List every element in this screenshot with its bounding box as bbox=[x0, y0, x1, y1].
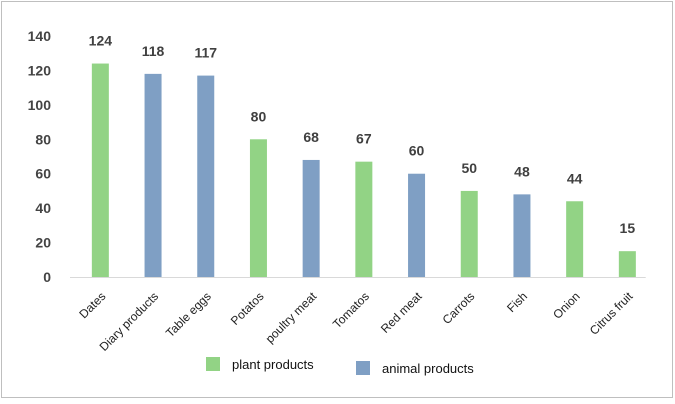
chart-frame: 0 20 40 60 80 100 120 140 124 Dates 118 Diary produ… bbox=[1, 1, 673, 398]
legend-label-animal: animal products bbox=[382, 361, 474, 376]
bar-carrots bbox=[460, 190, 478, 277]
bar-onion bbox=[566, 201, 584, 277]
bar-dates bbox=[91, 63, 109, 277]
bar-table-eggs bbox=[197, 75, 215, 277]
bar-red-meat bbox=[408, 173, 426, 277]
bar-potatos bbox=[249, 139, 267, 277]
x-tick-label: Red meat bbox=[378, 289, 425, 336]
data-label: 118 bbox=[142, 43, 165, 59]
y-tick-label: 40 bbox=[35, 200, 51, 216]
data-label: 15 bbox=[620, 220, 636, 236]
bar-poultry-meat bbox=[302, 159, 320, 277]
x-tick-label: Citrus fruit bbox=[587, 289, 636, 338]
bar-citrus-fruit bbox=[618, 251, 636, 277]
x-tick-label: Dates bbox=[76, 289, 108, 321]
y-tick-label: 140 bbox=[28, 28, 52, 44]
x-tick-label: Carrots bbox=[440, 289, 478, 327]
bar-diary-products bbox=[144, 73, 162, 277]
bar-fish bbox=[513, 194, 531, 277]
data-label: 50 bbox=[461, 160, 477, 176]
y-tick-label: 20 bbox=[35, 235, 51, 251]
y-tick-label: 0 bbox=[43, 269, 51, 285]
x-tick-label: Tomatos bbox=[330, 289, 372, 331]
x-tick-label: Potatos bbox=[228, 289, 267, 328]
x-tick-label: poultry meat bbox=[263, 289, 320, 346]
y-tick-label: 80 bbox=[35, 131, 51, 147]
data-label: 124 bbox=[89, 33, 113, 49]
x-tick-label: Fish bbox=[504, 289, 530, 315]
legend-swatch-plant bbox=[206, 357, 220, 371]
y-tick-label: 100 bbox=[28, 97, 52, 113]
data-label: 117 bbox=[194, 45, 217, 61]
x-tick-label: Onion bbox=[550, 289, 583, 322]
legend-swatch-animal bbox=[356, 361, 370, 375]
data-label: 44 bbox=[567, 170, 583, 186]
data-label: 68 bbox=[303, 129, 319, 145]
data-label: 80 bbox=[251, 108, 267, 124]
y-tick-label: 60 bbox=[35, 166, 51, 182]
data-label: 67 bbox=[356, 131, 372, 147]
bar-tomatos bbox=[355, 161, 373, 277]
data-label: 60 bbox=[409, 143, 425, 159]
y-tick-label: 120 bbox=[28, 62, 52, 78]
data-label: 48 bbox=[514, 163, 530, 179]
x-tick-label: Table eggs bbox=[163, 289, 214, 340]
legend-label-plant: plant products bbox=[232, 357, 314, 372]
